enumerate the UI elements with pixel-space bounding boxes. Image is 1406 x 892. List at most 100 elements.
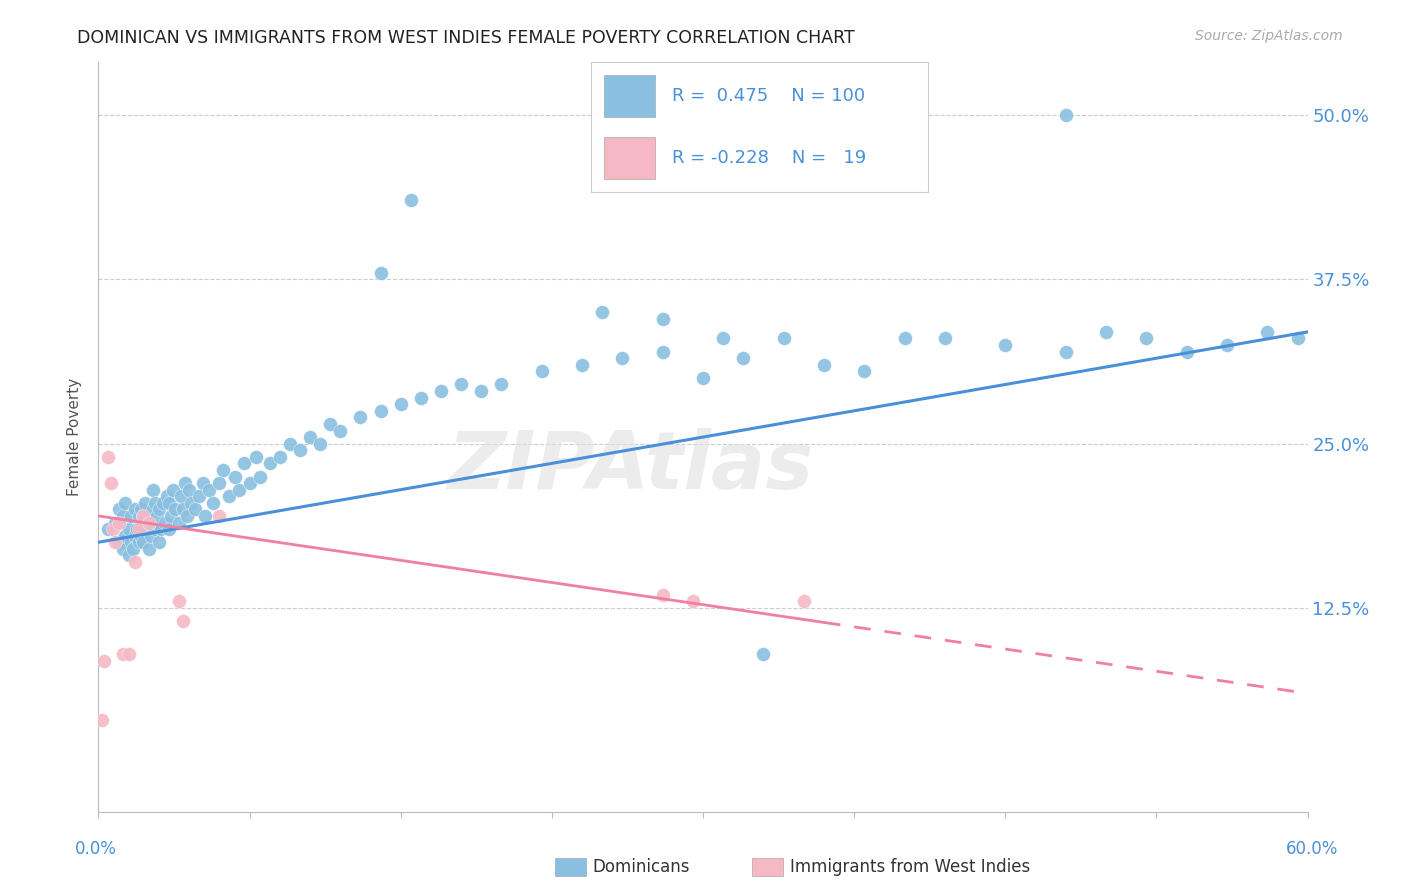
Point — [118, 549, 141, 563]
Point — [111, 508, 134, 523]
Point — [172, 614, 194, 628]
Point — [174, 476, 197, 491]
Point — [107, 502, 129, 516]
Point — [389, 397, 412, 411]
Point — [138, 541, 160, 556]
Point — [450, 377, 472, 392]
Point — [120, 508, 142, 523]
Point — [692, 371, 714, 385]
Point — [149, 522, 172, 536]
Point — [309, 436, 332, 450]
Text: R =  0.475    N = 100: R = 0.475 N = 100 — [672, 87, 865, 105]
Text: ZIPAtlas: ZIPAtlas — [447, 428, 814, 506]
FancyBboxPatch shape — [605, 75, 655, 117]
Point — [245, 450, 267, 464]
Point — [202, 496, 225, 510]
Point — [793, 594, 815, 608]
Point — [288, 443, 311, 458]
Point — [1054, 108, 1077, 122]
Point — [167, 516, 190, 530]
Point — [994, 338, 1017, 352]
Text: Dominicans: Dominicans — [592, 858, 689, 876]
Point — [143, 496, 166, 510]
Point — [224, 469, 246, 483]
Point — [91, 713, 114, 727]
Point — [259, 456, 281, 470]
Point — [530, 364, 553, 378]
Point — [138, 508, 160, 523]
Point — [813, 358, 835, 372]
Point — [114, 529, 136, 543]
Point — [152, 496, 174, 510]
Point — [299, 430, 322, 444]
Text: 60.0%: 60.0% — [1285, 840, 1339, 858]
Point — [193, 476, 215, 491]
Point — [134, 522, 156, 536]
Point — [170, 489, 193, 503]
Point — [157, 522, 180, 536]
Point — [118, 647, 141, 661]
Point — [132, 508, 155, 523]
Point — [329, 424, 352, 438]
Point — [893, 331, 915, 345]
Point — [218, 489, 240, 503]
Point — [319, 417, 342, 431]
FancyBboxPatch shape — [605, 137, 655, 178]
Point — [114, 496, 136, 510]
Point — [143, 522, 166, 536]
Point — [853, 364, 876, 378]
Point — [212, 463, 235, 477]
Point — [138, 516, 160, 530]
Point — [160, 508, 183, 523]
Point — [470, 384, 492, 398]
Point — [93, 654, 115, 668]
Point — [153, 516, 176, 530]
Point — [107, 516, 129, 530]
Text: 0.0%: 0.0% — [75, 840, 117, 858]
Point — [370, 266, 392, 280]
Point — [269, 450, 291, 464]
Point — [167, 594, 190, 608]
Point — [1175, 344, 1198, 359]
Point — [148, 502, 170, 516]
Point — [103, 535, 125, 549]
Point — [162, 483, 184, 497]
Point — [156, 489, 179, 503]
Point — [370, 404, 392, 418]
Point — [184, 502, 207, 516]
Point — [491, 377, 513, 392]
Point — [100, 476, 122, 491]
Point — [129, 502, 152, 516]
Point — [651, 344, 673, 359]
Point — [188, 489, 211, 503]
Point — [163, 502, 186, 516]
Point — [612, 351, 634, 366]
Point — [132, 508, 155, 523]
Point — [124, 502, 146, 516]
Point — [208, 476, 231, 491]
Point — [128, 522, 150, 536]
Point — [249, 469, 271, 483]
Point — [139, 529, 162, 543]
Point — [733, 351, 755, 366]
Point — [120, 535, 142, 549]
Point — [111, 541, 134, 556]
Point — [711, 331, 734, 345]
Point — [1216, 338, 1239, 352]
Point — [430, 384, 453, 398]
Point — [121, 541, 143, 556]
Point — [682, 594, 704, 608]
Point — [128, 508, 150, 523]
Point — [1135, 331, 1157, 345]
Text: R = -0.228    N =   19: R = -0.228 N = 19 — [672, 149, 866, 167]
Point — [239, 476, 262, 491]
Point — [142, 483, 165, 497]
Point — [97, 450, 120, 464]
Point — [146, 508, 169, 523]
Point — [176, 508, 198, 523]
Point — [934, 331, 956, 345]
Text: Source: ZipAtlas.com: Source: ZipAtlas.com — [1195, 29, 1343, 43]
Point — [107, 535, 129, 549]
Point — [179, 483, 201, 497]
Point — [752, 647, 775, 661]
